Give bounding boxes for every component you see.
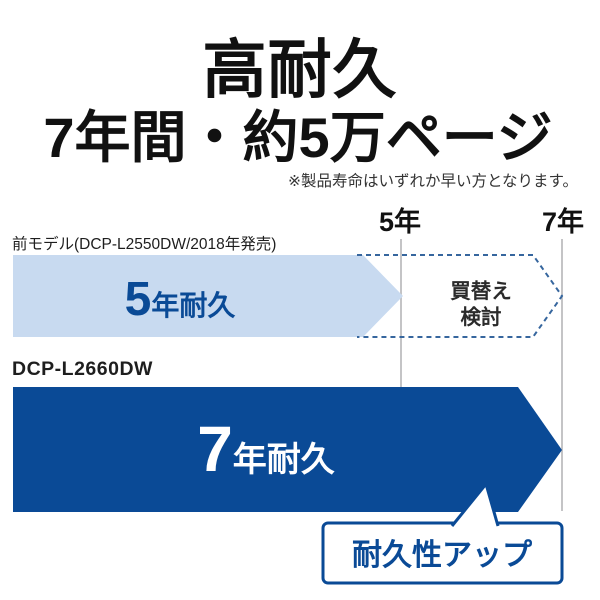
- page-title: 高耐久: [203, 34, 398, 106]
- replacement-consider-line2: 検討: [461, 305, 502, 329]
- previous-durability-suffix: 年耐久: [151, 289, 235, 321]
- lifespan-note: ※製品寿命はいずれか早い方となります。: [288, 172, 578, 190]
- current-durability-number: 7: [197, 413, 233, 485]
- current-model-label: DCP-L2660DW: [12, 358, 153, 380]
- callout-label: 耐久性アップ: [352, 539, 533, 572]
- callout-box: [321, 521, 564, 585]
- page-subtitle: 7年間・約5万ページ: [43, 106, 552, 169]
- replacement-dashed-arrow: [357, 254, 564, 338]
- previous-model-label: 前モデル(DCP-L2550DW/2018年発売): [12, 234, 276, 253]
- callout-tail: [450, 480, 500, 527]
- year-5-label: 5年: [379, 206, 421, 237]
- year-7-label: 7年: [542, 206, 584, 237]
- previous-model-arrow: [13, 255, 403, 337]
- previous-durability-text: 5年耐久: [125, 273, 236, 326]
- current-durability-suffix: 年耐久: [233, 441, 335, 479]
- previous-durability-number: 5: [125, 273, 152, 326]
- current-durability-text: 7年耐久: [197, 413, 335, 485]
- current-model-arrow: [13, 387, 562, 512]
- replacement-consider-line1: 買替え: [450, 279, 512, 303]
